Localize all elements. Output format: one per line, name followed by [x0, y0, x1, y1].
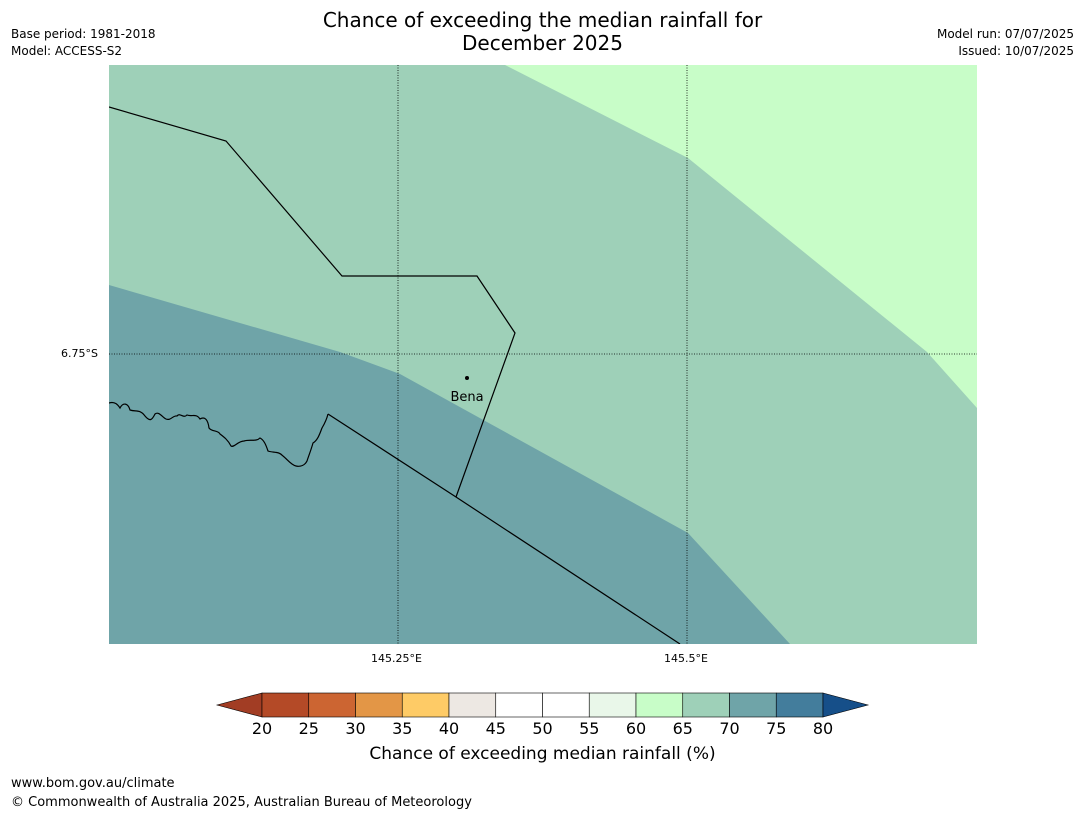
colorbar-segment [448, 692, 497, 718]
colorbar-title: Chance of exceeding median rainfall (%) [369, 744, 716, 764]
colorbar-tick-label: 35 [392, 719, 413, 738]
issued-text: Issued: 10/07/2025 [958, 44, 1074, 58]
colorbar-tick-label: 55 [579, 719, 600, 738]
province-boundary-south [327, 413, 681, 644]
region-60-65 [505, 65, 977, 408]
colorbar [215, 692, 870, 718]
colorbar-segment [682, 692, 730, 718]
colorbar-segment [355, 692, 403, 718]
rainfall-map: Bena [109, 65, 977, 644]
colorbar-arrow-right [822, 692, 870, 718]
meta-right: Model run: 07/07/2025 Issued: 10/07/2025 [937, 26, 1074, 60]
colorbar-segment [308, 692, 356, 718]
province-boundary-north [109, 106, 516, 498]
footer-copyright: © Commonwealth of Australia 2025, Austra… [11, 795, 472, 810]
model-run-text: Model run: 07/07/2025 [936, 27, 1074, 41]
colorbar-tick-label: 20 [251, 719, 273, 738]
bena-label: Bena [450, 390, 483, 405]
model-text: Model: ACCESS-S2 [11, 44, 123, 58]
map-title-line-1: Chance of exceeding the median rainfall … [322, 8, 763, 32]
colorbar-tick-label: 40 [438, 719, 460, 738]
colorbar-arrow-left [215, 692, 263, 718]
colorbar-segment [775, 692, 824, 718]
colorbar-segment [729, 692, 777, 718]
meta-left: Base period: 1981-2018 Model: ACCESS-S2 [11, 26, 156, 60]
colorbar-tick-label: 80 [812, 719, 834, 738]
colorbar-segment [588, 692, 637, 718]
colorbar-tick-label: 25 [298, 719, 319, 738]
colorbar-tick-label: 60 [625, 719, 647, 738]
map-title-line-2: December 2025 [462, 31, 623, 55]
colorbar-tick-label: 65 [672, 719, 693, 738]
colorbar-segment [542, 692, 590, 718]
colorbar-segment [635, 692, 684, 718]
bena-marker [465, 376, 469, 380]
river-line [109, 401, 329, 467]
colorbar-tick-label: 75 [766, 719, 787, 738]
latitude-label: 6.75°S [61, 347, 98, 360]
colorbar-tick-label: 45 [485, 719, 506, 738]
colorbar-tick-label: 70 [719, 719, 740, 738]
region-70-75 [109, 285, 790, 644]
longitude-label-145-5: 145.5°E [664, 652, 708, 665]
colorbar-tick-label: 50 [532, 719, 553, 738]
colorbar-tick-label: 30 [345, 719, 366, 738]
colorbar-segment [495, 692, 543, 718]
colorbar-segment [261, 692, 310, 718]
footer-url[interactable]: www.bom.gov.au/climate [11, 776, 175, 791]
colorbar-segment [401, 692, 450, 718]
longitude-label-145-25: 145.25°E [371, 652, 422, 665]
base-period-text: Base period: 1981-2018 [11, 27, 156, 41]
